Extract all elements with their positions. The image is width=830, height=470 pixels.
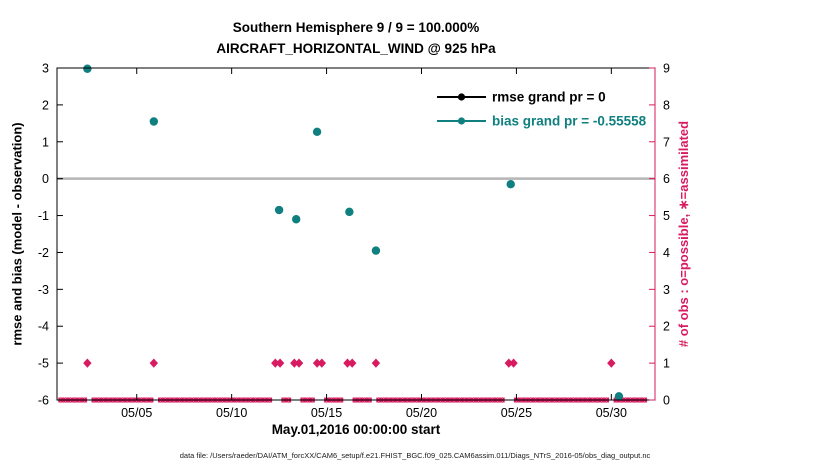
right-tick-label: 2 (663, 320, 670, 334)
bias-point (274, 205, 284, 215)
left-tick-label: 0 (42, 172, 49, 186)
right-tick-label: 7 (663, 135, 670, 149)
x-tick-label: 05/05 (121, 406, 152, 420)
obs-count-one-marker (509, 358, 518, 368)
bias-point (312, 127, 322, 137)
obs-count-one-marker (343, 358, 352, 368)
legend-entry: bias grand pr = -0.55558 (437, 114, 647, 129)
obs-count-one-marker (294, 358, 304, 368)
left-tick-label: 1 (42, 135, 49, 149)
obs-count-one-marker (149, 358, 159, 368)
left-tick-label: -2 (38, 246, 49, 260)
right-tick-label: 3 (663, 283, 670, 297)
bias-point (345, 207, 354, 217)
right-tick-label: 0 (663, 394, 670, 408)
x-tick-label: 05/25 (501, 406, 532, 420)
right-tick-label: 5 (663, 209, 670, 223)
left-tick-label: -6 (38, 394, 49, 408)
obs-count-one-marker (271, 358, 280, 368)
legend-label: bias grand pr = -0.55558 (492, 114, 647, 129)
bias-point (371, 246, 381, 255)
right-tick-label: 9 (663, 62, 670, 76)
left-axis-label: rmse and bias (model - observation) (9, 122, 25, 346)
left-tick-label: -4 (38, 320, 49, 334)
left-tick-label: -3 (38, 283, 49, 297)
bias-point (614, 392, 624, 401)
obs-count-one-marker (348, 358, 357, 368)
right-axis-label: # of obs : o=possible, ∗=assimilated (676, 120, 691, 348)
right-tick-label: 4 (663, 246, 670, 260)
bias-point (292, 215, 301, 224)
obs-count-one-marker (371, 358, 381, 368)
chart-title: Southern Hemisphere 9 / 9 = 100.000% AIR… (57, 18, 655, 60)
obs-count-one-marker (83, 358, 92, 368)
right-tick-label: 6 (663, 172, 670, 186)
left-tick-label: 3 (42, 62, 49, 76)
obs-count-one-marker (312, 358, 322, 368)
right-tick-label: 8 (663, 98, 670, 112)
x-tick-label: 05/10 (216, 406, 247, 420)
x-axis-label: May.01,2016 00:00:00 start (271, 422, 441, 437)
x-tick-label: 05/30 (596, 406, 627, 420)
bias-point (149, 117, 159, 126)
bias-point (83, 64, 92, 73)
obs-count-one-marker (275, 358, 285, 368)
x-tick-label: 05/20 (406, 406, 437, 420)
data-file-footer: data file: /Users/raeder/DAI/ATM_forcXX/… (179, 451, 651, 460)
left-tick-label: -1 (38, 209, 49, 223)
legend-entry: rmse grand pr = 0 (437, 90, 606, 105)
obs-count-one-marker (607, 358, 616, 368)
x-tick-label: 05/15 (311, 406, 342, 420)
left-tick-label: -5 (38, 357, 49, 371)
legend-dot-icon (457, 93, 466, 101)
legend-label: rmse grand pr = 0 (492, 90, 606, 105)
chart-title-line2: AIRCRAFT_HORIZONTAL_WIND @ 925 hPa (216, 40, 496, 56)
chart-title-line1: Southern Hemisphere 9 / 9 = 100.000% (232, 20, 480, 35)
right-tick-label: 1 (663, 357, 670, 371)
obs-count-one-marker (504, 358, 514, 368)
obs-count-one-marker (290, 358, 299, 368)
obs-count-one-marker (317, 358, 327, 368)
legend-dot-icon (457, 117, 466, 125)
bias-point (506, 180, 515, 189)
left-tick-label: 2 (42, 98, 49, 112)
